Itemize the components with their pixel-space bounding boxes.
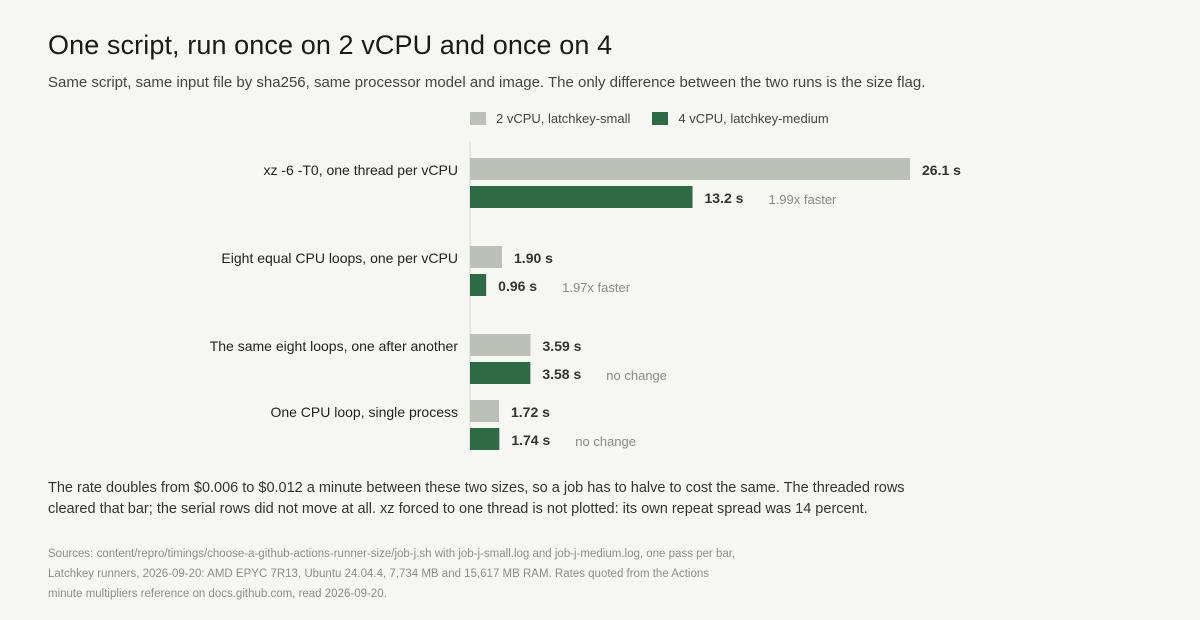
sources-line: Latchkey runners, 2026-09-20: AMD EPYC 7… (48, 568, 709, 580)
bar-medium (470, 274, 487, 296)
sources-note: Sources: content/repro/timings/choose-a-… (48, 544, 908, 604)
category-label: One CPU loop, single process (270, 404, 458, 420)
legend: 2 vCPU, latchkey-small 4 vCPU, latchkey-… (470, 111, 851, 126)
bar-medium (470, 186, 693, 208)
category-label: The same eight loops, one after another (210, 338, 459, 354)
bar-small (470, 334, 531, 356)
bar-small (470, 246, 503, 268)
category-label: Eight equal CPU loops, one per vCPU (221, 250, 458, 266)
legend-item-medium: 4 vCPU, latchkey-medium (652, 111, 829, 126)
sources-line: minute multipliers reference on docs.git… (48, 588, 387, 600)
bar-medium (470, 428, 500, 450)
value-label: 1.72 s (511, 404, 550, 420)
sources-line: Sources: content/repro/timings/choose-a-… (48, 548, 736, 560)
speedup-annotation: 1.99x faster (768, 192, 837, 207)
legend-swatch-medium (652, 112, 669, 125)
value-label: 26.1 s (922, 162, 961, 178)
bar-small (470, 158, 910, 180)
legend-label-medium: 4 vCPU, latchkey-medium (678, 111, 829, 126)
value-label: 1.74 s (511, 432, 550, 448)
chart-title: One script, run once on 2 vCPU and once … (48, 30, 613, 60)
value-label: 0.96 s (498, 278, 537, 294)
explanation-paragraph: The rate doubles from $0.006 to $0.012 a… (48, 480, 905, 517)
value-label: 13.2 s (705, 190, 744, 206)
legend-swatch-small (470, 112, 486, 125)
bar-chart: xz -6 -T0, one thread per vCPU 26.1 s 13.2… (210, 141, 961, 451)
speedup-annotation: no change (606, 368, 667, 383)
value-label: 3.58 s (542, 366, 581, 382)
speedup-annotation: 1.97x faster (562, 280, 631, 295)
value-label: 1.90 s (514, 250, 553, 266)
value-label: 3.59 s (543, 338, 582, 354)
chart-subtitle: Same script, same input file by sha256, … (48, 74, 926, 91)
speedup-annotation: no change (575, 434, 636, 449)
legend-item-small: 2 vCPU, latchkey-small (470, 111, 630, 126)
category-label: xz -6 -T0, one thread per vCPU (263, 162, 458, 178)
bar-small (470, 400, 499, 422)
bar-medium (470, 362, 531, 384)
legend-label-small: 2 vCPU, latchkey-small (496, 111, 631, 126)
